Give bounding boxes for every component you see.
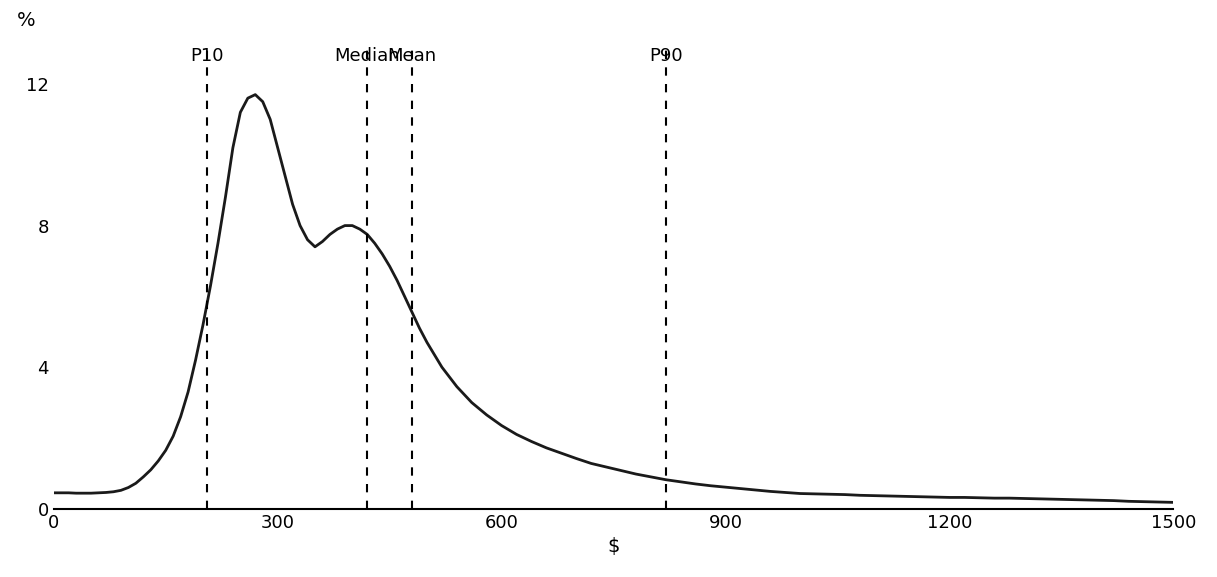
Text: Median: Median — [335, 47, 400, 65]
X-axis label: $: $ — [607, 537, 619, 556]
Text: Mean: Mean — [387, 47, 437, 65]
Y-axis label: %: % — [16, 11, 35, 30]
Text: P90: P90 — [649, 47, 683, 65]
Text: P10: P10 — [190, 47, 224, 65]
